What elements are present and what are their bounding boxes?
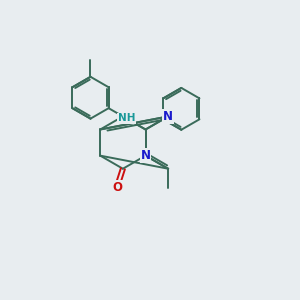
Text: N: N xyxy=(140,149,151,162)
Text: NH: NH xyxy=(118,113,135,123)
Text: N: N xyxy=(163,110,173,123)
Text: O: O xyxy=(112,181,122,194)
